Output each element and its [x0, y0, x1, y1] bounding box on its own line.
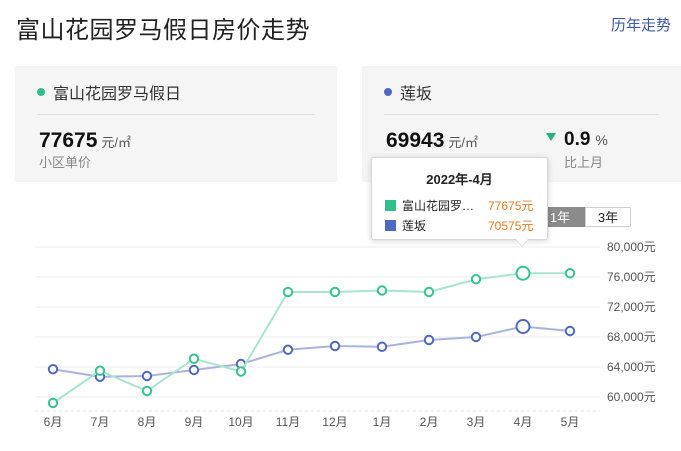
data-point — [470, 331, 482, 343]
data-point — [515, 319, 531, 334]
data-point — [423, 286, 435, 298]
x-tick-label: 8月 — [138, 415, 157, 429]
tooltip-title: 2022年-4月 — [426, 172, 493, 187]
card-divider — [384, 114, 659, 115]
area-dot-icon — [384, 88, 392, 96]
x-tick-label: 1月 — [373, 415, 392, 429]
data-point — [470, 274, 482, 285]
x-tick-label: 11月 — [276, 415, 300, 429]
data-point — [235, 366, 247, 377]
change-row: 0.9 % — [546, 129, 608, 151]
area-price: 69943 — [386, 129, 445, 152]
tooltip-series-name: 莲坂 — [402, 219, 427, 233]
data-point — [282, 286, 294, 298]
price-row: 69943 元/㎡ — [386, 129, 478, 153]
legend-swatch-icon — [385, 200, 396, 211]
y-tick-label: 80,000元 — [607, 240, 656, 254]
x-tick-label: 12月 — [322, 415, 347, 429]
down-arrow-icon — [546, 133, 556, 141]
y-tick-label: 72,000元 — [607, 300, 656, 314]
data-point — [329, 340, 341, 352]
page-title: 富山花园罗马假日房价走势 — [16, 17, 310, 44]
community-name: 富山花园罗马假日 — [53, 86, 182, 103]
data-point — [282, 344, 294, 355]
card-divider — [37, 114, 315, 115]
price-unit: 元/㎡ — [448, 135, 479, 150]
chart-tooltip: 2022年-4月 富山花园罗马假日 77675元 莲坂 70575元 — [371, 157, 548, 240]
area-name: 莲坂 — [400, 86, 433, 103]
price-unit: 元/㎡ — [101, 135, 132, 150]
price-caption: 小区单价 — [39, 155, 92, 170]
x-tick-label: 4月 — [514, 415, 533, 429]
x-tick-label: 6月 — [44, 415, 63, 429]
data-point — [329, 286, 341, 298]
data-point — [94, 365, 106, 376]
tooltip-series-name: 富山花园罗马假日 — [402, 199, 480, 213]
data-point — [423, 334, 435, 346]
legend-swatch-icon — [385, 220, 396, 231]
tooltip-row: 莲坂 70575元 — [385, 217, 533, 234]
community-dot-icon — [37, 88, 45, 96]
x-tick-label: 5月 — [561, 415, 580, 429]
data-point — [47, 364, 59, 375]
tooltip-caret — [516, 239, 528, 246]
y-tick-label: 76,000元 — [607, 270, 656, 284]
tooltip-series-value: 70575元 — [488, 219, 534, 233]
x-tick-label: 10月 — [228, 415, 253, 429]
history-trend-link[interactable]: 历年走势 — [610, 17, 671, 34]
y-tick-label: 68,000元 — [607, 330, 656, 344]
card-header: 莲坂 — [384, 80, 432, 104]
data-point — [564, 325, 576, 337]
tooltip-series-value: 77675元 — [488, 199, 534, 213]
community-price: 77675 — [39, 129, 98, 152]
data-point — [376, 341, 388, 352]
change-unit: % — [595, 132, 608, 148]
price-row: 77675 元/㎡ — [39, 129, 131, 153]
y-tick-label: 64,000元 — [607, 360, 656, 374]
data-point — [376, 285, 388, 296]
series-line — [52, 272, 570, 404]
series-line — [52, 325, 571, 378]
x-tick-label: 2月 — [420, 415, 439, 429]
change-value: 0.9 — [564, 129, 591, 150]
tooltip-row: 富山花园罗马假日 77675元 — [385, 197, 533, 214]
data-point — [564, 268, 576, 279]
data-point — [141, 370, 153, 382]
data-point — [47, 397, 59, 409]
x-tick-label: 7月 — [91, 415, 110, 429]
range-tab-3y[interactable]: 3年 — [585, 207, 631, 227]
community-price-card: 富山花园罗马假日 77675 元/㎡ 小区单价 — [15, 66, 337, 182]
data-point — [141, 385, 153, 397]
x-tick-label: 3月 — [467, 415, 486, 429]
data-point — [188, 364, 200, 376]
y-tick-label: 60,000元 — [607, 390, 656, 404]
x-tick-label: 9月 — [185, 415, 204, 429]
change-caption: 比上月 — [564, 155, 604, 170]
data-point — [188, 353, 200, 364]
card-header: 富山花园罗马假日 — [37, 80, 181, 104]
data-point — [515, 265, 531, 281]
